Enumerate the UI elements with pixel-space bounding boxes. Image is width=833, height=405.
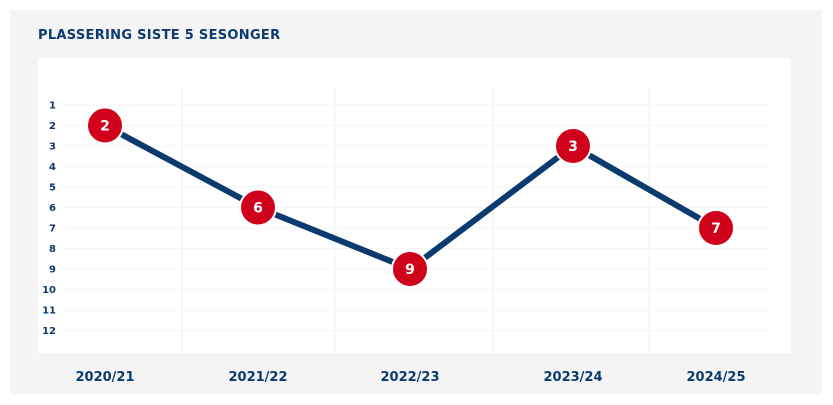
data-point-marker <box>239 188 277 227</box>
data-point-marker <box>697 209 735 247</box>
y-tick-label: 2 <box>49 121 56 132</box>
x-category-label: 2022/23 <box>380 370 439 385</box>
y-tick-label: 6 <box>49 203 56 214</box>
y-tick-label: 3 <box>49 142 56 153</box>
y-tick-label: 4 <box>49 162 56 173</box>
data-point-marker <box>554 127 592 165</box>
data-point-marker <box>86 106 124 145</box>
y-tick-label: 1 <box>49 101 56 112</box>
x-category-label: 2020/21 <box>75 370 134 385</box>
y-tick-label: 10 <box>42 285 56 296</box>
y-tick-label: 9 <box>49 265 56 276</box>
data-label: 2 <box>100 119 110 135</box>
x-category-label: 2021/22 <box>228 370 287 385</box>
chart-title: PLASSERING SISTE 5 SESONGER <box>38 28 281 43</box>
x-category-label: 2024/25 <box>686 370 745 385</box>
y-tick-label: 11 <box>42 306 56 317</box>
series-line <box>102 122 719 272</box>
plot-area <box>38 58 791 353</box>
y-tick-label: 8 <box>49 244 56 255</box>
y-tick-label: 7 <box>49 224 56 235</box>
data-label: 3 <box>568 139 578 155</box>
x-category-label: 2023/24 <box>543 370 602 385</box>
y-tick-label: 12 <box>42 326 56 337</box>
y-tick-label: 5 <box>49 183 56 194</box>
data-label: 6 <box>253 201 263 217</box>
data-point-marker <box>391 250 429 288</box>
data-label: 7 <box>711 221 721 237</box>
data-label: 9 <box>405 262 415 278</box>
